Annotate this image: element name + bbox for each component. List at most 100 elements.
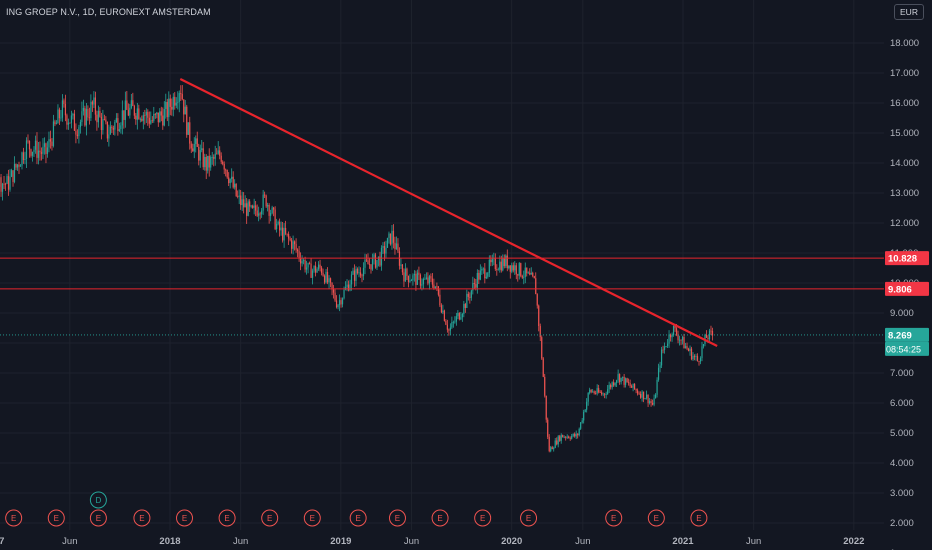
candle-body [115, 118, 117, 123]
price-tick-label: 2.000 [890, 518, 914, 529]
candle-body [359, 272, 362, 276]
earnings-marker [520, 509, 538, 527]
candle-body [338, 300, 341, 306]
candle-body [75, 130, 77, 135]
candle-body [395, 243, 398, 250]
candle-body [108, 134, 110, 139]
candle-body [636, 390, 639, 394]
candle-body [88, 117, 90, 119]
candle-body [581, 420, 583, 423]
candle-body [99, 110, 101, 117]
candle-body [84, 107, 86, 126]
candle-body [280, 227, 282, 231]
candle-body [601, 392, 603, 395]
candle-body [195, 138, 197, 144]
candle-body [479, 270, 481, 280]
candle-body [675, 328, 678, 335]
candles-layer [0, 85, 714, 453]
candle-body [117, 118, 119, 132]
candle-body [231, 176, 233, 179]
candle-body [380, 247, 383, 266]
earnings-marker [388, 509, 406, 527]
candle-body [16, 164, 19, 168]
candle-body [467, 293, 469, 297]
candle-body [82, 107, 85, 112]
candle-body [654, 394, 657, 399]
candle-body [25, 140, 28, 160]
candle-body [249, 201, 251, 207]
candle-body [10, 170, 13, 177]
candle-body [106, 121, 108, 139]
candle-body [282, 227, 284, 241]
candle-body [629, 382, 631, 387]
price-tick-label: 18.000 [890, 38, 919, 49]
candle-body [48, 139, 50, 148]
candle-body [565, 436, 567, 438]
candle-body [325, 271, 327, 283]
candle-body [693, 355, 696, 357]
candle-body [313, 265, 315, 271]
candle-body [66, 115, 68, 125]
candle-body [264, 194, 266, 196]
candle-body [261, 210, 263, 215]
candle-body [642, 391, 645, 400]
candle-body [623, 376, 625, 385]
candle-body [639, 394, 642, 398]
price-tick-label: 14.000 [890, 158, 919, 169]
candle-body [562, 434, 564, 438]
candle-body [708, 330, 711, 340]
candle-body [129, 107, 131, 116]
candle-body [608, 385, 610, 390]
candle-body [332, 289, 335, 293]
event-marker-label: E [224, 514, 229, 523]
candle-body [364, 259, 366, 268]
candle-body [367, 260, 369, 265]
candle-body [511, 265, 513, 272]
candle-body [349, 284, 351, 291]
candle-body [499, 261, 501, 270]
candle-body [371, 258, 374, 270]
candle-body [274, 209, 276, 230]
candle-body [430, 276, 432, 279]
price-tick-label: 7.000 [890, 368, 914, 379]
candle-body [433, 284, 435, 289]
candle-body [316, 269, 318, 273]
candle-body [610, 385, 612, 388]
candle-body [362, 267, 365, 277]
candle-body [434, 286, 436, 289]
candle-body [544, 376, 546, 396]
candle-body [292, 241, 294, 249]
candle-body [701, 346, 703, 359]
candle-body [317, 264, 320, 270]
candle-body [589, 389, 591, 393]
candle-body [352, 270, 354, 275]
candle-body [508, 265, 510, 269]
currency-button[interactable]: EUR [894, 4, 924, 20]
candle-body [331, 282, 333, 290]
candle-body [506, 255, 508, 269]
candle-body [120, 125, 122, 130]
candle-body [584, 409, 586, 412]
event-marker-label: E [96, 514, 101, 523]
candle-body [43, 143, 46, 147]
candle-body [376, 260, 378, 268]
candle-body [87, 109, 89, 118]
candle-body [666, 343, 669, 347]
candle-body [296, 249, 299, 252]
candle-body [326, 271, 329, 283]
candle-body [187, 122, 189, 135]
candle-body [3, 183, 5, 185]
candle-body [33, 149, 35, 152]
candle-body [54, 121, 56, 125]
candle-body [632, 383, 634, 388]
candle-body [407, 275, 410, 282]
candle-body [475, 284, 477, 288]
earnings-marker [47, 509, 65, 527]
candle-body [596, 388, 598, 394]
candle-body [628, 382, 630, 384]
candle-body [580, 422, 582, 429]
candle-body [247, 201, 249, 216]
level-low-label-bg [885, 281, 929, 296]
candle-body [530, 272, 532, 275]
